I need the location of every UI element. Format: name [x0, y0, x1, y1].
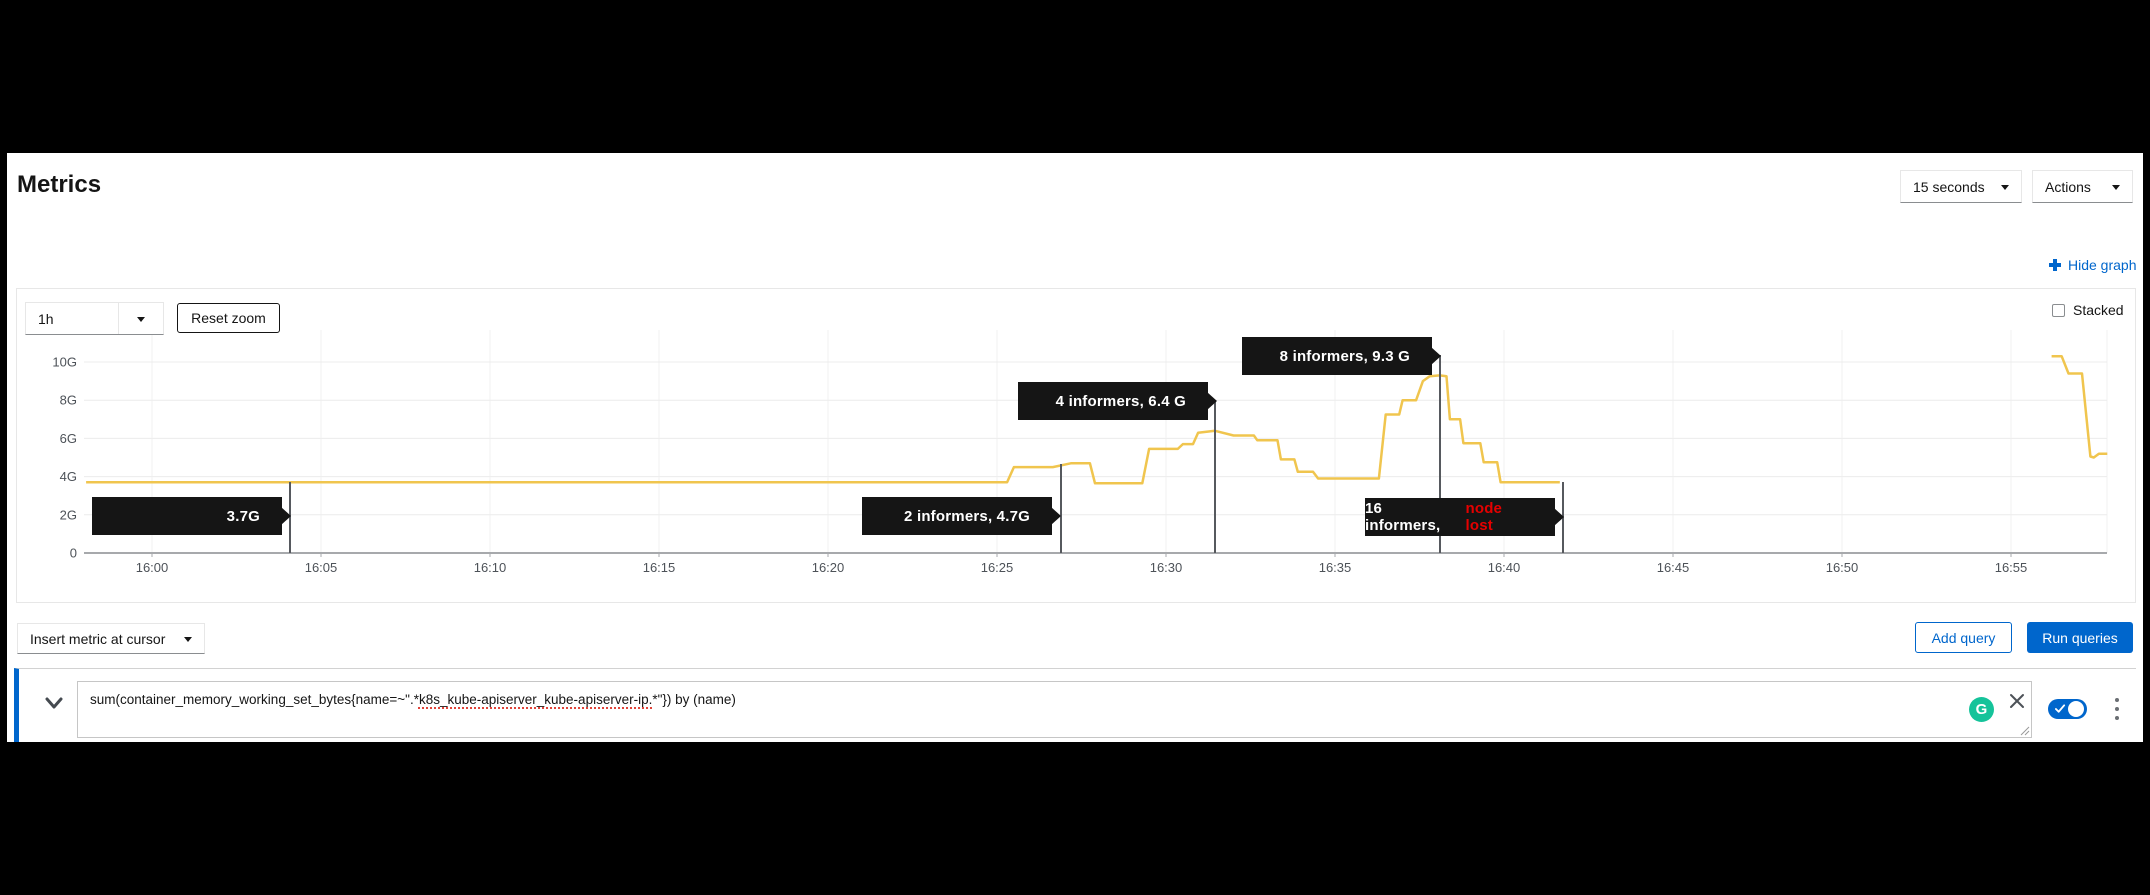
insert-metric-dropdown[interactable]: Insert metric at cursor — [17, 623, 205, 654]
series-line — [86, 374, 1560, 485]
y-axis-label: 2G — [60, 507, 77, 522]
chevron-down-icon — [2112, 184, 2120, 194]
insert-metric-label: Insert metric at cursor — [30, 630, 166, 647]
metrics-chart[interactable]: 16:00 16:05 16:10 16:15 16:20 16:25 16:30 16:35… — [7, 153, 2143, 623]
query-expand-toggle[interactable] — [39, 691, 69, 717]
chevron-down-icon — [137, 316, 145, 326]
x-axis-label: 16:40 — [1488, 560, 1521, 575]
x-axis-label: 16:30 — [1150, 560, 1183, 575]
x-axis-label: 16:45 — [1657, 560, 1690, 575]
query-input[interactable]: sum(container_memory_working_set_bytes{n… — [77, 681, 2032, 738]
y-axis-label: 6G — [60, 431, 77, 446]
actions-dropdown[interactable]: Actions — [2032, 170, 2133, 203]
query-enabled-toggle[interactable] — [2048, 699, 2087, 719]
y-axis-label: 10G — [52, 355, 77, 370]
x-axis-label: 16:15 — [643, 560, 676, 575]
page-title: Metrics — [17, 171, 102, 198]
add-query-button[interactable]: Add query — [1915, 622, 2012, 653]
graph-card — [16, 288, 2136, 603]
poll-interval-select[interactable]: 15 seconds — [1900, 170, 2022, 203]
y-axis-label: 4G — [60, 469, 77, 484]
hide-graph-link[interactable]: Hide graph — [2048, 257, 2137, 273]
stacked-control: Stacked — [2052, 302, 2124, 318]
actions-label: Actions — [2045, 178, 2091, 195]
x-axis-label: 16:55 — [1995, 560, 2028, 575]
series-line — [2051, 355, 2108, 459]
y-axis-label: 0 — [70, 546, 77, 561]
resize-handle[interactable] — [2018, 724, 2030, 736]
query-row: sum(container_memory_working_set_bytes{n… — [14, 668, 2136, 742]
check-icon — [2055, 704, 2066, 713]
hide-graph-label: Hide graph — [2068, 257, 2137, 273]
chevron-down-icon — [45, 697, 63, 708]
run-queries-button[interactable]: Run queries — [2027, 622, 2133, 653]
query-text: sum(container_memory_working_set_bytes{n… — [90, 692, 419, 707]
x-axis-label: 16:25 — [981, 560, 1014, 575]
metrics-page: Metrics 15 seconds Actions Hide graph 16… — [7, 153, 2143, 742]
compress-icon — [2049, 259, 2061, 271]
query-text-flagged: k8s_kube-apiserver_kube-apiserver-ip. — [418, 692, 653, 707]
x-axis-label: 16:00 — [136, 560, 169, 575]
chevron-down-icon — [2001, 184, 2009, 194]
stacked-checkbox[interactable] — [2052, 303, 2065, 317]
reset-zoom-button[interactable]: Reset zoom — [177, 303, 280, 333]
x-axis-label: 16:05 — [305, 560, 338, 575]
x-axis-label: 16:10 — [474, 560, 507, 575]
query-text: *"}) by (name) — [652, 692, 736, 707]
chevron-down-icon — [184, 636, 192, 646]
grammarly-icon[interactable]: G — [1969, 697, 1994, 722]
poll-interval-value: 15 seconds — [1913, 178, 1985, 195]
kebab-menu-icon[interactable] — [2108, 698, 2126, 720]
x-axis-label: 16:50 — [1826, 560, 1859, 575]
timespan-value: 1h — [38, 310, 54, 327]
stacked-label: Stacked — [2073, 302, 2124, 318]
clear-query-icon[interactable] — [2008, 692, 2026, 710]
timespan-select[interactable]: 1h — [25, 302, 164, 335]
y-axis-label: 8G — [60, 393, 77, 408]
x-axis-label: 16:20 — [812, 560, 845, 575]
x-axis-label: 16:35 — [1319, 560, 1352, 575]
